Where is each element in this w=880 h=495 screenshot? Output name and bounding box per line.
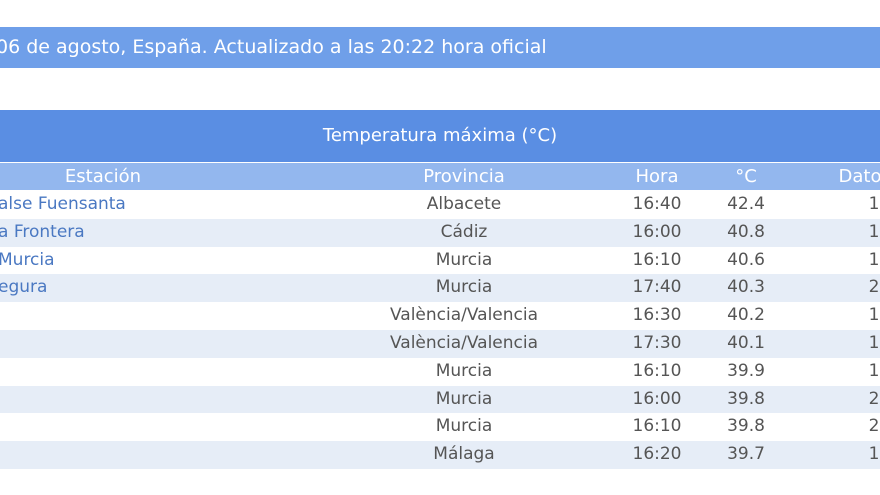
table-cell: 1 bbox=[868, 221, 880, 242]
table-cell: 40.1 bbox=[727, 333, 765, 353]
table-cell: 16:10 bbox=[632, 416, 682, 437]
table-cell: 17:40 bbox=[632, 277, 682, 298]
column-header: Dato bbox=[838, 166, 880, 187]
table-cell: València/Valencia bbox=[389, 333, 539, 353]
table-row: egura Murcia 17:40 40.3 2 bbox=[0, 274, 880, 303]
table-cell: 40.3 bbox=[727, 277, 765, 298]
table-cell: 16:00 bbox=[632, 388, 682, 409]
table-cell: 2 bbox=[868, 416, 880, 437]
table-cell: 16:10 bbox=[632, 360, 682, 381]
table-cell: 16:30 bbox=[632, 305, 682, 326]
station-link[interactable]: Murcia bbox=[0, 249, 55, 270]
header-bar: 06 de agosto, España. Actualizado a las … bbox=[0, 27, 880, 68]
table-cell: Málaga bbox=[433, 444, 495, 465]
column-header: °C bbox=[735, 166, 757, 187]
table-cell: 40.2 bbox=[727, 305, 765, 326]
table-cell: València/Valencia bbox=[389, 305, 539, 326]
table-cell: 16:00 bbox=[632, 221, 682, 242]
column-header: Hora bbox=[635, 166, 679, 187]
column-header: Estación bbox=[64, 166, 142, 187]
table-cell: Cádiz bbox=[440, 221, 488, 242]
table-cell: 17:30 bbox=[632, 333, 682, 353]
table-cell: 2 bbox=[868, 277, 880, 298]
table-cell: 16:10 bbox=[632, 249, 682, 270]
table-cell: Murcia bbox=[435, 277, 493, 298]
table-cell: 40.6 bbox=[727, 249, 765, 270]
table-row: València/Valencia 17:30 40.1 1 bbox=[0, 330, 880, 358]
table-row: a Frontera Cádiz 16:00 40.8 1 bbox=[0, 218, 880, 247]
table-row: alse Fuensanta Albacete 16:40 42.4 1 bbox=[0, 191, 880, 219]
table-cell: Albacete bbox=[426, 194, 502, 214]
table-cell: 16:20 bbox=[632, 444, 682, 465]
table-cell: 1 bbox=[868, 360, 880, 381]
table-cell: Murcia bbox=[435, 416, 493, 437]
table-cell: 1 bbox=[868, 444, 880, 465]
table-row: Murcia 16:10 39.9 1 bbox=[0, 357, 880, 386]
table-cell: Murcia bbox=[435, 249, 493, 270]
table-row: València/Valencia 16:30 40.2 1 bbox=[0, 302, 880, 331]
table-cell: 39.8 bbox=[727, 388, 765, 409]
table-cell: 42.4 bbox=[727, 194, 765, 214]
table-row: Murcia 16:10 39.8 2 bbox=[0, 413, 880, 442]
header-text: 06 de agosto, España. Actualizado a las … bbox=[0, 36, 547, 58]
header-row: Estación Provincia Hora °C Dato bbox=[0, 163, 880, 190]
table-cell: 1 bbox=[868, 333, 880, 353]
table-cell: 2 bbox=[868, 388, 880, 409]
table-cell: Murcia bbox=[435, 360, 493, 381]
table-row: Murcia 16:00 39.8 2 bbox=[0, 385, 880, 414]
table-cell: Murcia bbox=[435, 388, 493, 409]
table-cell: 16:40 bbox=[632, 194, 682, 214]
table-cell: 1 bbox=[868, 249, 880, 270]
table-cell: 39.9 bbox=[727, 360, 765, 381]
station-link[interactable]: egura bbox=[0, 277, 48, 298]
table-cell: 40.8 bbox=[727, 221, 765, 242]
table-row: Murcia Murcia 16:10 40.6 1 bbox=[0, 246, 880, 275]
station-link[interactable]: alse Fuensanta bbox=[0, 194, 126, 214]
table-title: Temperatura máxima (°C) bbox=[0, 110, 880, 162]
column-header: Provincia bbox=[423, 166, 505, 187]
table-row: Málaga 16:20 39.7 1 bbox=[0, 441, 880, 470]
table-cell: 39.8 bbox=[727, 416, 765, 437]
table-cell: 1 bbox=[868, 194, 880, 214]
table-cell: 1 bbox=[868, 305, 880, 326]
station-link[interactable]: a Frontera bbox=[0, 221, 85, 242]
table-cell: 39.7 bbox=[727, 444, 765, 465]
